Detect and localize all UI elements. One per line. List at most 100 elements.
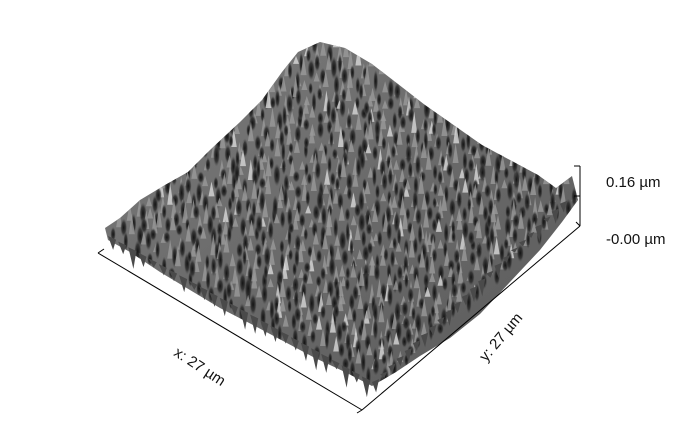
surface-pit	[383, 247, 389, 262]
surface-pit	[320, 266, 326, 281]
surface-pit	[412, 236, 419, 256]
surface-peak	[261, 152, 268, 163]
surface-peak	[251, 262, 258, 282]
surface-pit	[347, 344, 353, 364]
surface-pit	[328, 255, 336, 278]
surface-pit	[346, 186, 353, 201]
surface-peak	[495, 214, 501, 230]
surface-peak	[554, 161, 561, 181]
surface-pit	[223, 262, 231, 285]
surface-pit	[213, 143, 220, 167]
surface-pit	[404, 272, 409, 290]
surface-pit	[494, 168, 499, 187]
surface-peak	[169, 211, 176, 231]
surface-pit	[333, 303, 340, 319]
surface-pit	[461, 206, 468, 223]
surface-peak	[267, 262, 274, 275]
surface-pit	[299, 320, 307, 334]
surface-pit	[256, 254, 263, 270]
surface-pit	[426, 205, 434, 222]
surface-pit	[302, 118, 310, 132]
surface-peak	[277, 194, 283, 209]
surface-peak	[476, 135, 483, 144]
surface-peak	[460, 108, 467, 126]
surface-pit	[303, 136, 310, 149]
surface-pit	[329, 129, 334, 149]
surface-peak	[543, 172, 549, 185]
surface-peak	[354, 223, 361, 240]
surface-pit	[305, 48, 312, 63]
surface-pit	[437, 263, 445, 283]
surface-pit	[267, 219, 274, 241]
surface-peak	[326, 208, 333, 228]
surface-pit	[505, 248, 513, 272]
surface-pit	[467, 196, 472, 213]
surface-peak	[413, 83, 420, 99]
surface-pit	[312, 312, 319, 326]
surface-peak	[318, 22, 324, 37]
surface-pit	[503, 237, 509, 251]
surface-pit	[360, 350, 366, 374]
surface-pit	[282, 104, 287, 128]
surface-pit	[188, 258, 196, 279]
surface-peak	[303, 100, 309, 114]
surface-pit	[335, 283, 340, 304]
surface-peak	[501, 179, 508, 189]
surface-peak	[413, 273, 420, 289]
surface-peak	[352, 170, 359, 187]
surface-pit	[440, 154, 445, 169]
surface-peak	[156, 206, 163, 228]
surface-peak	[232, 265, 238, 284]
surface-peak	[147, 207, 154, 219]
surface-pit	[512, 213, 520, 229]
surface-peak	[294, 207, 301, 221]
surface-pit	[171, 193, 179, 208]
surface-pit	[263, 263, 269, 281]
surface-peak	[368, 57, 375, 67]
surface-peak	[350, 262, 357, 278]
surface-peak	[436, 291, 442, 305]
surface-peak	[126, 203, 133, 221]
surface-peak	[337, 125, 344, 147]
surface-pit	[316, 248, 323, 264]
surface-pit	[531, 210, 539, 227]
surface-peak	[322, 70, 329, 87]
surface-peak	[380, 113, 387, 122]
surface-peak	[364, 63, 371, 85]
surface-peak	[186, 190, 193, 204]
surface-pit	[417, 223, 423, 246]
surface-peak	[382, 81, 389, 93]
surface-pit	[305, 189, 311, 207]
surface-pit	[451, 281, 458, 300]
surface-pit	[205, 269, 211, 292]
surface-peak	[486, 255, 493, 275]
surface-peak	[191, 148, 198, 166]
surface-pit	[358, 82, 364, 101]
surface-peak	[366, 343, 373, 356]
surface-pit	[447, 258, 455, 272]
surface-peak	[382, 100, 388, 109]
surface-pit	[327, 155, 332, 174]
surface-peak	[393, 73, 400, 83]
surface-peak	[325, 52, 332, 70]
surface-peak	[177, 156, 184, 170]
surface-pit	[285, 284, 292, 303]
surface-peak	[309, 105, 316, 118]
surface-peak	[234, 274, 241, 297]
surface-pit	[164, 216, 171, 234]
surface-pit	[179, 238, 186, 259]
surface-peak	[191, 163, 198, 179]
surface-pit	[469, 250, 476, 267]
surface-pit	[372, 356, 380, 377]
surface-peak	[352, 100, 359, 115]
surface-peak	[190, 244, 197, 257]
surface-pit	[372, 317, 379, 341]
surface-peak	[421, 298, 428, 317]
surface-peak	[462, 178, 469, 193]
surface-pit	[392, 236, 398, 251]
surface-peak	[229, 253, 236, 267]
x-axis-line	[97, 252, 363, 411]
surface-pit	[295, 87, 302, 107]
surface-pit	[424, 252, 430, 276]
surface-peak	[546, 201, 553, 216]
